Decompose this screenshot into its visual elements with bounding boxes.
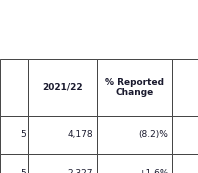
- Bar: [97, 154, 172, 173]
- Text: 5: 5: [20, 169, 26, 173]
- Bar: [172, 154, 198, 173]
- Bar: [0, 116, 28, 154]
- Bar: [97, 116, 172, 154]
- Text: 2,327: 2,327: [68, 169, 93, 173]
- Bar: [172, 59, 198, 116]
- Bar: [0, 59, 28, 116]
- Bar: [97, 59, 172, 116]
- Bar: [28, 116, 97, 154]
- Bar: [28, 59, 97, 116]
- Text: % Reported
Change: % Reported Change: [105, 78, 164, 97]
- Bar: [28, 154, 97, 173]
- Bar: [172, 116, 198, 154]
- Text: 4,178: 4,178: [68, 130, 93, 139]
- Bar: [0, 154, 28, 173]
- Text: +1.6%: +1.6%: [138, 169, 168, 173]
- Text: 2021/22: 2021/22: [42, 83, 83, 92]
- Text: (8.2)%: (8.2)%: [138, 130, 168, 139]
- Text: 5: 5: [20, 130, 26, 139]
